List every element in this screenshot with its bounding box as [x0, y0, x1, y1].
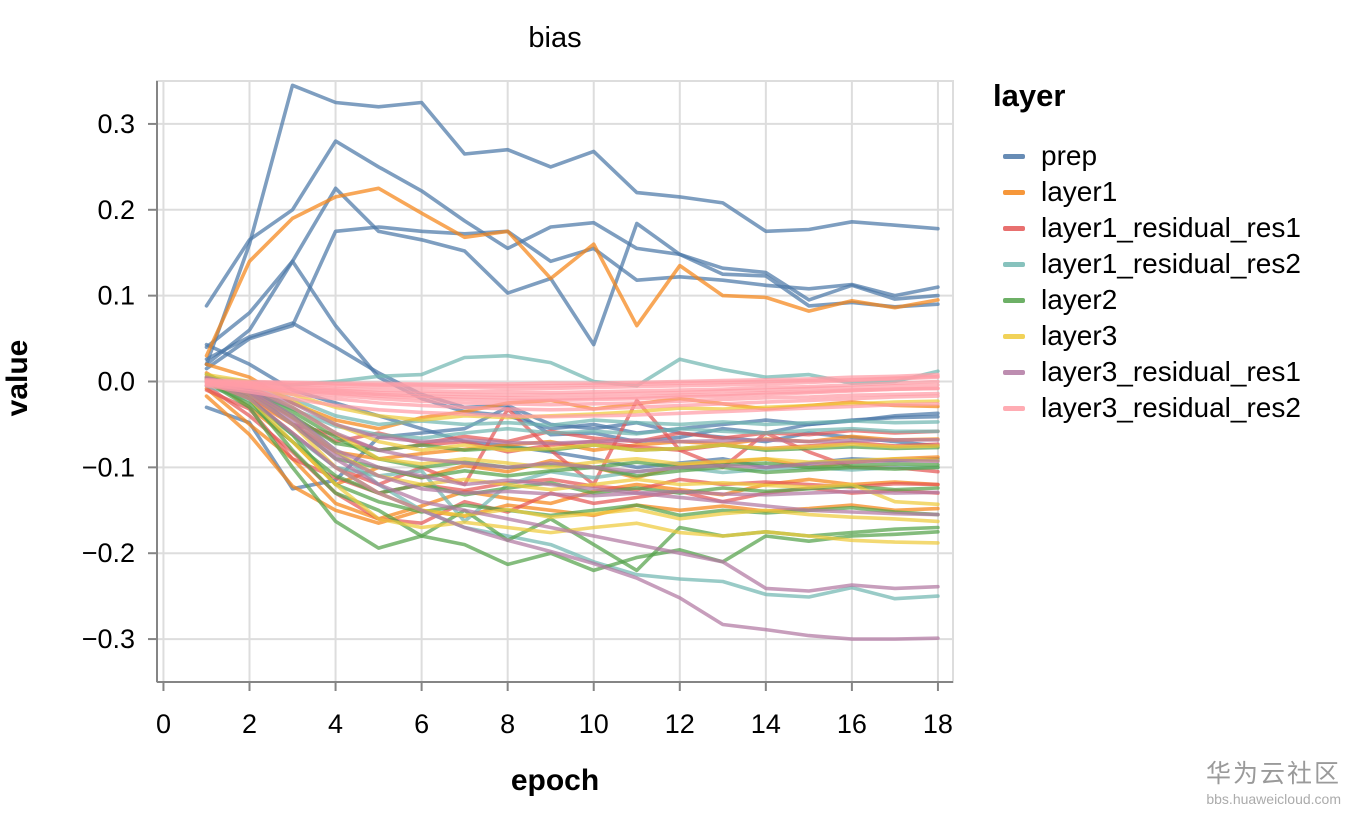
legend-item: layer3_residual_res1 [993, 354, 1301, 390]
line-layer3_residual_res1 [204, 377, 940, 446]
legend-swatch-icon [1003, 369, 1025, 375]
legend-item-label: layer1 [1041, 176, 1118, 207]
line-prep [204, 186, 940, 349]
legend-item: layer1 [993, 174, 1301, 210]
legend-item: layer1_residual_res1 [993, 210, 1301, 246]
line-layer3_residual_res1 [204, 379, 940, 641]
legend-swatch-icon [1003, 189, 1025, 195]
watermark: 华为云社区 bbs.huaweicloud.com [1206, 759, 1341, 808]
x-tick-label: 4 [328, 709, 343, 739]
legend-item-label: layer2 [1041, 284, 1118, 315]
line-layer1_residual_res2 [204, 378, 940, 440]
x-tick-label: 16 [837, 709, 867, 739]
watermark-title: 华为云社区 [1205, 760, 1341, 789]
legend-item: layer2 [993, 282, 1301, 318]
legend-swatch-icon [1003, 333, 1025, 339]
series-layer3_residual_res2 [204, 372, 940, 419]
y-tick-label: 0.0 [97, 367, 135, 397]
series-lines [204, 83, 940, 641]
line-layer3_residual_res2 [204, 383, 940, 412]
legend-item: prep [993, 138, 1301, 174]
line-layer2 [204, 375, 940, 573]
x-tick-label: 2 [242, 709, 257, 739]
x-tick-label: 14 [751, 709, 781, 739]
y-axis-title: value [1, 339, 34, 417]
line-layer3_residual_res2 [204, 384, 940, 419]
legend-swatch-icon [1003, 261, 1025, 267]
legend-item-label: layer1_residual_res1 [1041, 212, 1301, 243]
legend-item: layer1_residual_res2 [993, 246, 1301, 282]
legend-item-label: layer3_residual_res1 [1041, 356, 1301, 387]
x-tick-label: 0 [156, 709, 171, 739]
line-prep [204, 139, 940, 308]
chart-title: bias [528, 22, 582, 54]
watermark-subtitle: bbs.huaweicloud.com [1206, 790, 1341, 807]
line-layer1_residual_res2 [204, 379, 940, 428]
y-tick-label: −0.1 [82, 452, 135, 482]
y-tick-label: 0.1 [97, 281, 135, 311]
legend-title: layer [993, 78, 1066, 113]
tick-labels: 0 2 4 6 8 10 12 14 16 18 0.3 0.2 0.1 0.0 −0.1 −0.2 −0.3 [82, 109, 953, 739]
legend-item: layer3 [993, 318, 1301, 354]
x-axis-title: epoch [510, 764, 600, 797]
legend-item-label: prep [1041, 140, 1098, 171]
line-layer1 [204, 186, 940, 358]
legend-swatch-icon [1003, 153, 1025, 159]
x-tick-label: 12 [665, 709, 695, 739]
line-prep [204, 83, 940, 367]
y-tick-label: −0.3 [82, 624, 135, 654]
y-tick-label: 0.3 [97, 109, 135, 139]
line-layer3_residual_res1 [204, 379, 940, 593]
line-layer3_residual_res2 [204, 379, 940, 403]
line-layer3_residual_res2 [204, 372, 940, 386]
x-tick-label: 10 [579, 709, 609, 739]
x-tick-label: 8 [500, 709, 515, 739]
series-layer3_residual_res1 [204, 375, 940, 641]
legend: layer prep layer1 layer1_residual_res1 l… [993, 78, 1301, 426]
line-layer3_residual_res1 [204, 375, 940, 517]
line-layer3_residual_res1 [204, 379, 940, 474]
x-tick-label: 18 [923, 709, 953, 739]
legend-item: layer3_residual_res2 [993, 390, 1301, 426]
line-layer3_residual_res2 [204, 380, 940, 397]
axes [148, 81, 953, 691]
legend-item-label: layer1_residual_res2 [1041, 248, 1301, 279]
legend-item-label: layer3 [1041, 320, 1118, 351]
y-tick-label: 0.2 [97, 195, 135, 225]
y-tick-label: −0.2 [82, 538, 135, 568]
legend-item-label: layer3_residual_res2 [1041, 392, 1301, 423]
x-tick-label: 6 [414, 709, 429, 739]
line-prep [204, 225, 940, 371]
line-layer3_residual_res1 [204, 379, 940, 498]
legend-swatch-icon [1003, 225, 1025, 231]
legend-swatch-icon [1003, 405, 1025, 411]
legend-swatch-icon [1003, 297, 1025, 303]
